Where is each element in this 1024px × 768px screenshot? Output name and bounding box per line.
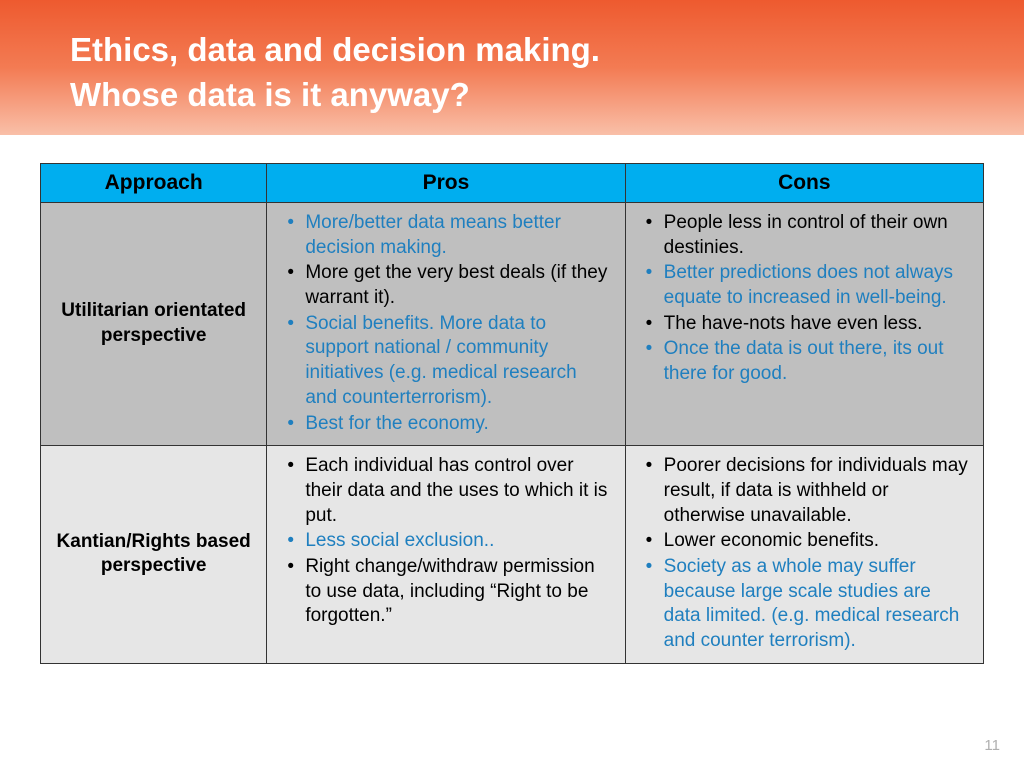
pros-cell: More/better data means better decision m… [267,203,625,446]
list-item: Best for the economy. [287,412,612,437]
page-number: 11 [984,737,1000,754]
list-item: Right change/withdraw permission to use … [287,555,612,629]
col-header-approach: Approach [41,164,267,203]
list-item: Once the data is out there, its out ther… [646,337,971,386]
title-line-1: Ethics, data and decision making. [70,31,600,68]
pros-list: More/better data means better decision m… [283,211,612,436]
approach-cell: Utilitarian orientated perspective [41,203,267,446]
title-line-2: Whose data is it anyway? [70,76,470,113]
list-item: Poorer decisions for individuals may res… [646,454,971,528]
list-item: Society as a whole may suffer because la… [646,555,971,654]
table-body: Utilitarian orientated perspective More/b… [41,203,984,664]
list-item: More get the very best deals (if they wa… [287,261,612,310]
list-item: Less social exclusion.. [287,529,612,554]
cons-cell: People less in control of their own dest… [625,203,983,446]
approach-cell: Kantian/Rights based perspective [41,446,267,664]
table-row: Kantian/Rights based perspective Each ind… [41,446,984,664]
list-item: More/better data means better decision m… [287,211,612,260]
table-container: Approach Pros Cons Utilitarian orientate… [0,135,1024,664]
col-header-cons: Cons [625,164,983,203]
table-row: Utilitarian orientated perspective More/b… [41,203,984,446]
table-header-row: Approach Pros Cons [41,164,984,203]
perspectives-table: Approach Pros Cons Utilitarian orientate… [40,163,984,664]
slide-title: Ethics, data and decision making. Whose … [70,28,1024,117]
cons-list: Poorer decisions for individuals may res… [642,454,971,654]
slide-header: Ethics, data and decision making. Whose … [0,0,1024,135]
cons-cell: Poorer decisions for individuals may res… [625,446,983,664]
list-item: People less in control of their own dest… [646,211,971,260]
list-item: Better predictions does not always equat… [646,261,971,310]
list-item: Lower economic benefits. [646,529,971,554]
list-item: The have-nots have even less. [646,312,971,337]
col-header-pros: Pros [267,164,625,203]
list-item: Social benefits. More data to support na… [287,312,612,411]
cons-list: People less in control of their own dest… [642,211,971,387]
pros-cell: Each individual has control over their d… [267,446,625,664]
pros-list: Each individual has control over their d… [283,454,612,629]
list-item: Each individual has control over their d… [287,454,612,528]
